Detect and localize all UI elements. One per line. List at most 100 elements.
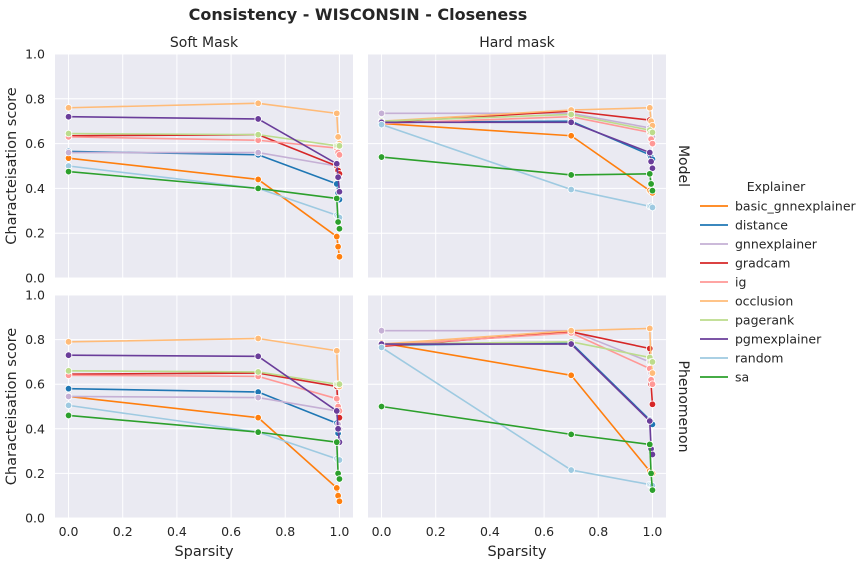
point-pagerank [335,142,344,150]
panel-soft-mask-phenomenon: 0.0 0.2 0.4 0.6 0.8 1.0 Characteisation score 0… [4,288,353,560]
legend-item-occlusion: occlusion [700,294,793,309]
legend-item-pagerank: pagerank [700,313,795,328]
legend: Explainer basic_gnnexplainer distance gnnex… [700,179,857,385]
legend-label: random [735,351,783,366]
point-sa [646,170,654,178]
point-pgmexplainer [567,118,575,127]
point-occlusion [648,369,657,377]
point-sa [334,218,342,226]
y-tick-label: 0.8 [25,332,45,347]
point-sa [64,167,73,176]
point-occlusion [254,334,262,343]
point-sa [377,153,386,161]
point-sa [254,184,262,193]
point-sa [567,171,575,179]
point-pagerank [648,128,657,137]
point-sa [333,194,341,203]
point-sa [648,186,657,195]
plot-area [55,54,353,278]
point-pgmexplainer [254,352,262,361]
legend-label: basic_gnnexplainer [735,199,857,214]
point-pgmexplainer [334,425,342,433]
y-tick-label: 0.0 [25,271,45,286]
legend-item-gradcam: gradcam [700,256,790,271]
x-tick-label: 0.4 [480,524,500,539]
legend-label: pagerank [735,313,795,328]
point-ig [335,151,344,159]
legend-label: gnnexplainer [735,237,818,252]
y-tick-label: 0.0 [25,511,45,526]
legend-item-ig: ig [700,275,746,290]
legend-item-random: random [700,351,783,366]
point-basic-gnnexplainer [567,371,575,379]
chart-title: Consistency - WISCONSIN - Closeness [189,5,528,24]
point-gnnexplainer [64,392,73,401]
point-random [377,120,386,129]
point-pagerank [335,380,344,388]
x-tick-label: 0.8 [275,524,295,539]
point-sa [64,411,73,420]
point-ig [648,380,657,388]
x-tick-label: 1.0 [643,524,663,539]
point-sa [646,440,654,449]
point-pagerank [254,368,262,376]
x-tick-label: 0.0 [372,524,392,539]
point-pagerank [64,129,73,138]
legend-label: pgmexplainer [735,332,822,347]
x-axis-title: Sparsity [487,544,547,560]
point-basic-gnnexplainer [333,484,341,492]
y-axis-title: Characteisation score [4,87,20,245]
point-basic-gnnexplainer [567,132,575,140]
legend-item-gnnexplainer: gnnexplainer [700,237,818,252]
point-occlusion [334,133,342,141]
y-tick-label: 0.4 [25,181,45,196]
column-title-hard-mask: Hard mask [479,35,555,51]
legend-title: Explainer [747,179,806,194]
panel-soft-mask-model: Soft Mask 0.0 0.2 0.4 0.6 0.8 1.0 Characteisati… [4,35,353,286]
point-pgmexplainer [333,160,341,168]
y-tick-label: 0.2 [25,226,45,241]
point-occlusion [567,326,575,335]
point-basic-gnnexplainer [335,253,344,261]
point-pgmexplainer [333,407,341,415]
point-basic-gnnexplainer [335,497,344,505]
panel-hard-mask-model: Hard mask Model [368,35,691,279]
row-title-phenomenon: Phenomenon [675,361,691,453]
legend-label: ig [735,275,746,290]
point-gradcam [648,400,657,408]
y-tick-label: 1.0 [25,47,45,62]
y-tick-label: 0.2 [25,466,45,481]
y-tick-label: 0.4 [25,421,45,436]
point-sa [647,180,655,188]
column-title-soft-mask: Soft Mask [170,35,239,51]
point-pgmexplainer [646,148,654,157]
x-tick-label: 0.0 [59,524,79,539]
point-basic-gnnexplainer [334,242,342,251]
point-sa [648,486,657,494]
point-occlusion [254,99,262,107]
point-occlusion [646,324,654,333]
y-tick-label: 0.6 [25,377,45,392]
point-occlusion [333,109,341,118]
point-ig [648,139,657,148]
point-sa [567,430,575,439]
point-sa [333,438,341,446]
point-pgmexplainer [335,188,344,196]
y-tick-label: 0.8 [25,91,45,106]
y-axis-title: Characteisation score [4,328,20,486]
x-tick-label: 0.6 [221,524,241,539]
point-gnnexplainer [254,148,262,157]
legend-item-sa: sa [700,370,749,385]
point-random [648,203,657,212]
point-occlusion [64,104,73,112]
point-gnnexplainer [254,393,262,402]
point-random [567,466,575,474]
plot-area [55,295,353,518]
legend-item-distance: distance [700,218,788,233]
point-pgmexplainer [646,417,654,425]
legend-item-pgmexplainer: pgmexplainer [700,332,822,347]
point-pagerank [64,367,73,375]
point-pagerank [567,110,575,119]
